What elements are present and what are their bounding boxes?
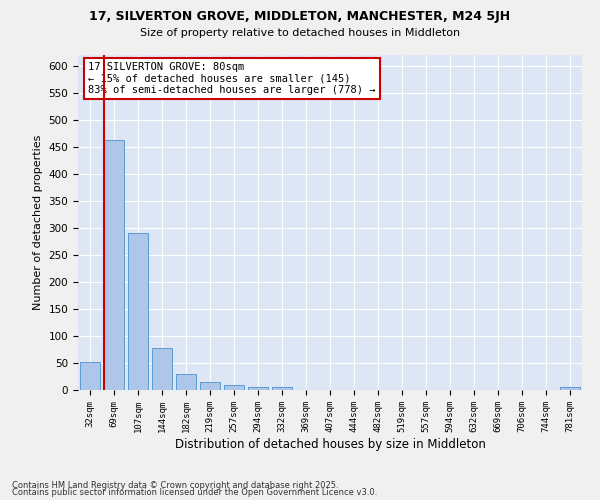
Text: Contains HM Land Registry data © Crown copyright and database right 2025.: Contains HM Land Registry data © Crown c… xyxy=(12,480,338,490)
X-axis label: Distribution of detached houses by size in Middleton: Distribution of detached houses by size … xyxy=(175,438,485,450)
Bar xyxy=(128,234,148,390)
Bar xyxy=(224,384,244,390)
Bar xyxy=(176,374,196,390)
Bar xyxy=(152,348,172,390)
Bar xyxy=(80,362,100,390)
Bar xyxy=(104,140,124,390)
Bar xyxy=(200,382,220,390)
Text: Size of property relative to detached houses in Middleton: Size of property relative to detached ho… xyxy=(140,28,460,38)
Text: Contains public sector information licensed under the Open Government Licence v3: Contains public sector information licen… xyxy=(12,488,377,497)
Y-axis label: Number of detached properties: Number of detached properties xyxy=(33,135,43,310)
Text: 17, SILVERTON GROVE, MIDDLETON, MANCHESTER, M24 5JH: 17, SILVERTON GROVE, MIDDLETON, MANCHEST… xyxy=(89,10,511,23)
Bar xyxy=(560,388,580,390)
Bar xyxy=(272,388,292,390)
Bar xyxy=(248,388,268,390)
Text: 17 SILVERTON GROVE: 80sqm
← 15% of detached houses are smaller (145)
83% of semi: 17 SILVERTON GROVE: 80sqm ← 15% of detac… xyxy=(88,62,376,95)
